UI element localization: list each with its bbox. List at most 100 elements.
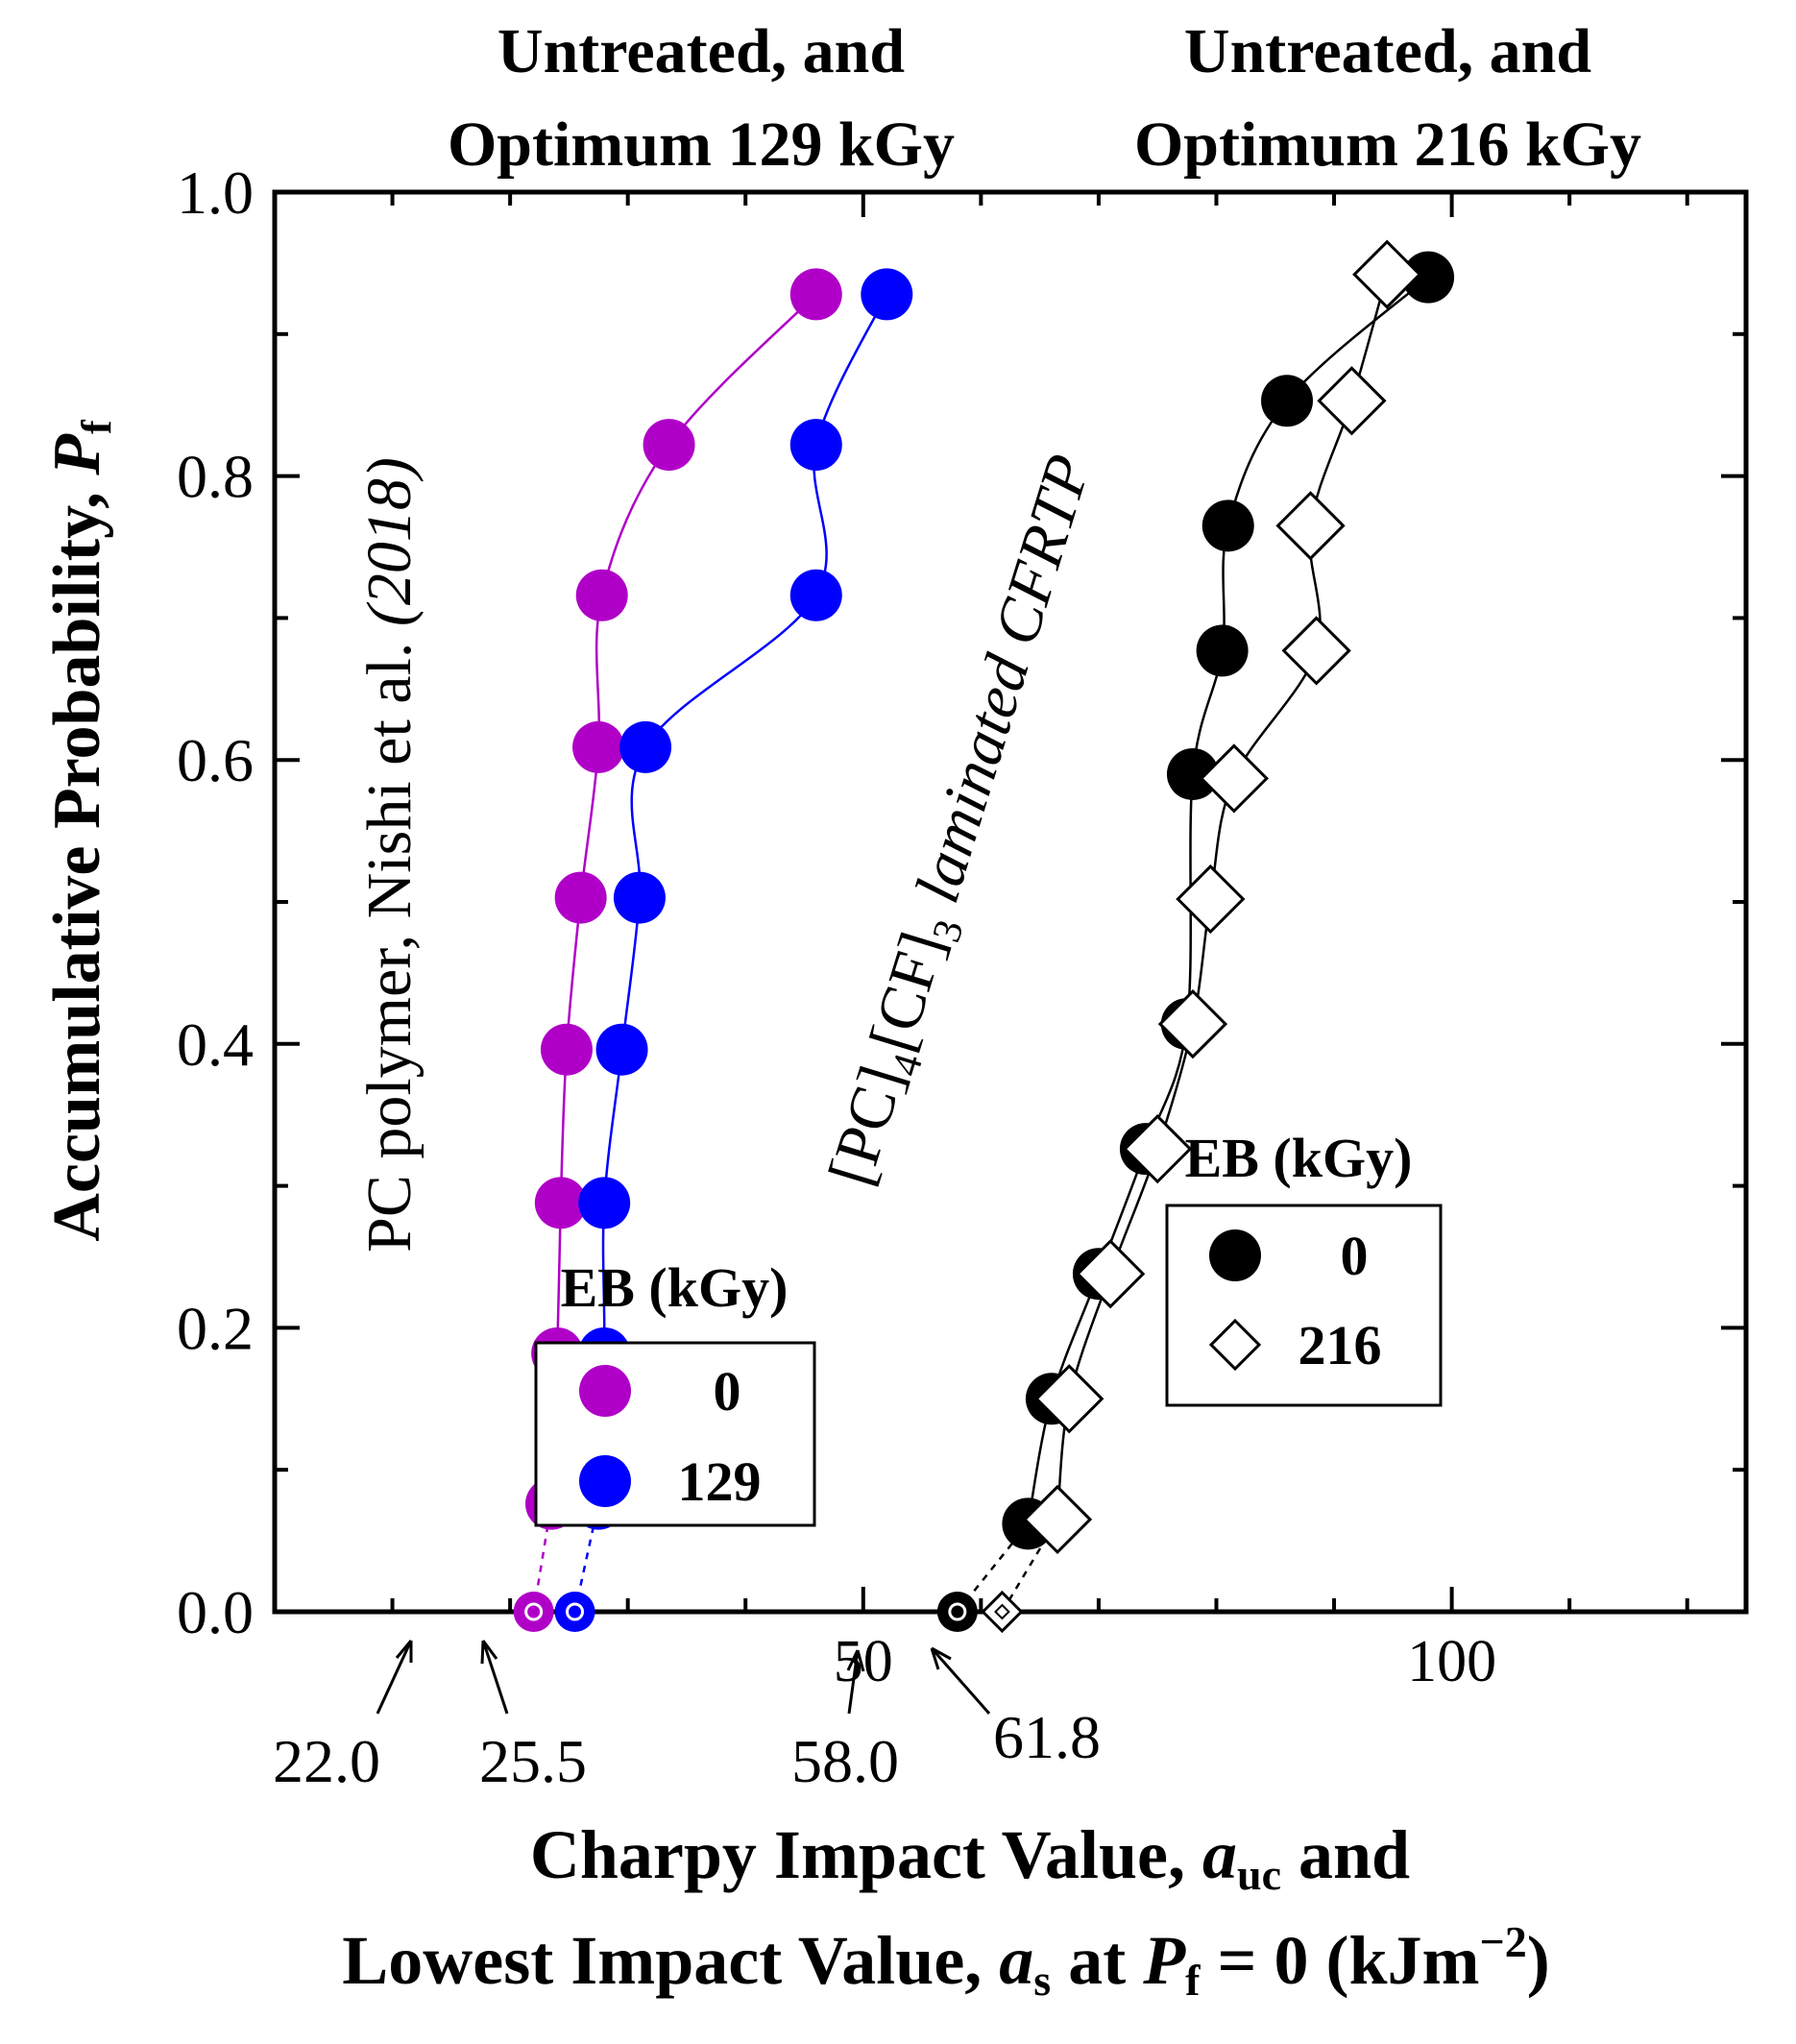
lowest-point-inner (948, 1602, 967, 1621)
lowest-point (981, 1590, 1024, 1634)
data-point (1402, 251, 1455, 304)
cfrtp-annotation: [PC]4[CF]3 laminated CFRTP (815, 447, 1112, 1195)
arrow-61-8 (930, 1646, 991, 1715)
lowest-point-inner (994, 1603, 1010, 1620)
x-axis-label-line2-c: = 0 (kJm (1201, 1922, 1480, 1999)
legend-left-label-0: 0 (714, 1360, 741, 1423)
y-tick-label: 0.0 (177, 1578, 254, 1646)
x-axis-label-line2-sup: −2 (1480, 1917, 1527, 1966)
lowest-label-61-8: 61.8 (993, 1703, 1101, 1771)
x-axis-label-line2: Lowest Impact Value, as at Pf = 0 (kJm−2… (342, 1917, 1549, 2005)
lowest-dash-line (1001, 1519, 1059, 1613)
legend-right-label-0: 0 (1341, 1225, 1369, 1287)
pc-annotation-text: PC polymer, Nishi et al. (354, 643, 425, 1253)
lowest-label-58-0: 58.0 (791, 1727, 899, 1795)
data-point (1022, 1484, 1093, 1555)
data-point (861, 268, 913, 321)
data-point (1275, 491, 1346, 561)
x-axis-label-line2-b: at (1051, 1922, 1143, 1999)
data-point (575, 569, 628, 621)
x-axis-label-line2-var: a (999, 1922, 1033, 1999)
lowest-point (936, 1592, 978, 1632)
header-left-line1: Untreated, and (498, 16, 905, 86)
data-point (572, 720, 625, 773)
data-point (1157, 988, 1228, 1059)
data-point (789, 268, 842, 321)
data-point (534, 1177, 587, 1229)
y-axis-label: Accumulative Probability, Pf (40, 419, 120, 1242)
legend-left-marker-1 (579, 1455, 631, 1507)
x-axis-label-line2-sub2: f (1185, 1956, 1201, 2005)
data-point (540, 1023, 593, 1076)
header-right-line1: Untreated, and (1184, 16, 1591, 86)
data-point (1199, 743, 1269, 814)
x-axis-label-line2-var2: P (1142, 1922, 1186, 1999)
tick-labels: 50 100 0.0 0.2 0.4 0.6 0.8 1.0 (177, 158, 1496, 1694)
cfrtp-annotation-cf: [CF] (857, 924, 959, 1059)
y-tick-label: 0.6 (177, 726, 254, 794)
y-tick-label: 0.2 (177, 1294, 254, 1362)
lowest-point-inner (524, 1602, 544, 1621)
lowest-point-inner (566, 1602, 585, 1621)
data-point (578, 1177, 631, 1229)
plot-frame (272, 189, 1749, 1615)
data-point (789, 419, 842, 472)
lowest-point (554, 1592, 595, 1632)
lowest-point (513, 1592, 554, 1632)
lowest-value-markers (513, 1590, 1024, 1634)
cfrtp-annotation-pc: [PC] (815, 1058, 917, 1194)
legend-left-box (534, 1341, 816, 1527)
x-axis-label-line2-sub: s (1033, 1956, 1051, 2005)
data-point (1281, 616, 1351, 686)
data-point (1317, 366, 1387, 436)
x-axis-label-line2-a: Lowest Impact Value, (342, 1922, 999, 1999)
lowest-label-22-0: 22.0 (273, 1727, 380, 1795)
y-tick-label: 0.4 (177, 1010, 254, 1079)
y-axis-label-sub: f (73, 419, 120, 434)
data-point (1196, 624, 1249, 677)
x-tick-label: 50 (834, 1629, 893, 1694)
arrow-22-0 (376, 1640, 413, 1715)
data-point (789, 569, 842, 621)
x-tick-label: 100 (1407, 1629, 1496, 1694)
x-axis-label-line1-var: a (1202, 1816, 1237, 1893)
pc-annotation-year: (2018) (354, 457, 425, 642)
legend-left-label-1: 129 (678, 1450, 762, 1513)
legend-right-marker-0 (1209, 1229, 1261, 1281)
y-axis-label-var: P (40, 433, 114, 476)
data-point (595, 1023, 648, 1076)
data-point (1123, 1114, 1193, 1184)
x-axis-label-line1-b: and (1281, 1816, 1410, 1893)
legend-left-marker-0 (579, 1365, 631, 1417)
header-right-line2: Optimum 216 kGy (1134, 110, 1641, 180)
x-axis-label-line1-sub: uc (1237, 1850, 1281, 1899)
legend-right-label-1: 216 (1298, 1314, 1382, 1376)
data-point (1166, 747, 1219, 800)
axis-ticks (275, 190, 1746, 1614)
data-point (554, 871, 607, 924)
y-axis-label-main: Accumulative Probability, (40, 475, 114, 1242)
pc-polymer-annotation: PC polymer, Nishi et al. (2018) (354, 457, 425, 1253)
x-axis-label-line1: Charpy Impact Value, auc and (530, 1816, 1410, 1899)
data-point (619, 720, 672, 773)
y-tick-label: 1.0 (177, 158, 254, 227)
data-point (643, 419, 695, 472)
arrow-25-5 (480, 1640, 509, 1715)
header-left-line2: Optimum 129 kGy (448, 110, 955, 180)
arrow-58-0 (846, 1649, 865, 1715)
data-point (1034, 1364, 1104, 1434)
data-point (1352, 239, 1422, 309)
x-axis-label-line2-d: ) (1527, 1922, 1550, 1999)
y-tick-label: 0.8 (177, 443, 254, 511)
data-point (613, 871, 666, 924)
data-point (1076, 1239, 1146, 1309)
x-axis-label-line1-a: Charpy Impact Value, (530, 1816, 1202, 1893)
lowest-label-25-5: 25.5 (479, 1727, 587, 1795)
legend-left-title: EB (kGy) (561, 1256, 789, 1319)
data-point (1176, 864, 1246, 935)
legend-right-title: EB (kGy) (1185, 1127, 1413, 1189)
series-markers (525, 239, 1455, 1555)
cfrtp-annotation-rest: laminated CFRTP (897, 447, 1104, 925)
legend-right-marker-1 (1208, 1318, 1262, 1372)
